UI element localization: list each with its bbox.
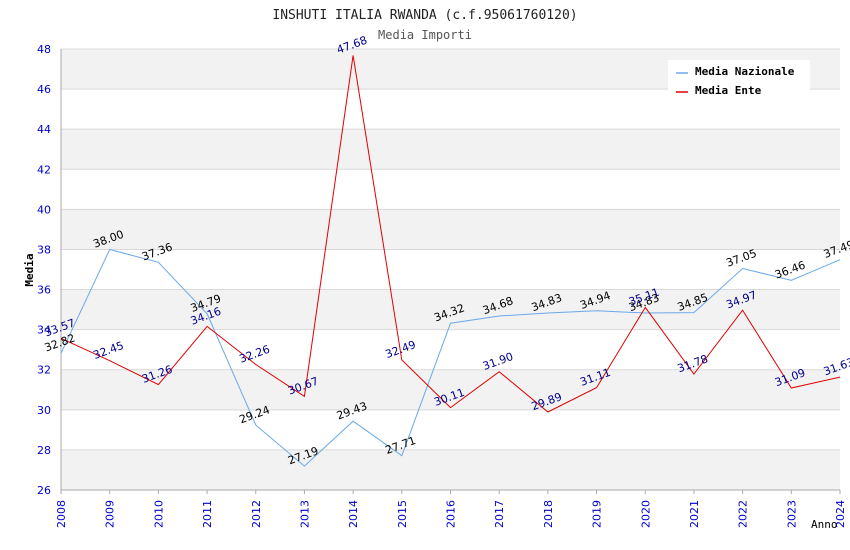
y-tick-labels: 26 28 30 32 34 36 38 40 42 44 46 48: [37, 43, 51, 497]
grid-band: [61, 209, 840, 250]
x-tick-label: 2019: [591, 500, 604, 528]
x-tick-label: 2014: [347, 500, 360, 528]
y-tick-label: 40: [37, 203, 51, 216]
y-tick-label: 34: [37, 324, 51, 337]
x-tick-labels: 2008 2009 2010 2011 2012 2013 2014 2015 2016 2017…: [55, 500, 847, 528]
x-tick-label: 2009: [104, 500, 117, 528]
background-bands: [61, 49, 840, 490]
data-label-media-nazionale: 36.46: [773, 259, 807, 282]
x-tick-label: 2018: [542, 500, 555, 528]
x-tick-label: 2021: [688, 500, 701, 528]
data-label-media-nazionale: 37.05: [724, 247, 758, 270]
x-tick-label: 2012: [250, 500, 263, 528]
x-tick-label: 2010: [152, 500, 165, 528]
y-axis-label: Media: [23, 253, 36, 286]
y-tick-label: 44: [37, 123, 51, 136]
x-tick-label: 2017: [493, 500, 506, 528]
y-tick-label: 28: [37, 444, 51, 457]
data-label-media-ente: 32.45: [91, 339, 125, 362]
x-tick-label: 2013: [298, 500, 311, 528]
series-line-media-nazionale: [60, 248, 841, 467]
chart-title: INSHUTI ITALIA RWANDA (c.f.95061760120): [272, 8, 577, 23]
y-tick-label: 36: [37, 284, 51, 297]
y-tick-label: 26: [37, 484, 51, 497]
data-label-media-ente: 32.49: [384, 338, 418, 361]
grid-band: [61, 449, 840, 490]
x-tick-label: 2015: [396, 500, 409, 528]
legend-box: [668, 60, 810, 101]
x-axis-label: Anno: [811, 518, 838, 531]
series-line-media-ente: [60, 55, 841, 413]
legend-label-media-ente: Media Ente: [695, 84, 762, 97]
x-tick-label: 2011: [201, 500, 214, 528]
y-tick-label: 42: [37, 163, 51, 176]
y-tick-label: 30: [37, 404, 51, 417]
y-tick-label: 32: [37, 364, 51, 377]
data-label-media-ente: 32.26: [238, 343, 272, 366]
series-lines: [60, 55, 841, 467]
y-tick-label: 38: [37, 243, 51, 256]
legend-label-media-nazionale: Media Nazionale: [695, 65, 795, 78]
chart-subtitle: Media Importi: [378, 28, 472, 42]
x-tick-label: 2024: [834, 500, 847, 528]
x-tick-label: 2023: [785, 500, 798, 528]
x-tick-label: 2008: [55, 500, 68, 528]
x-tick-label: 2016: [445, 500, 458, 528]
grid-band: [61, 129, 840, 170]
x-tick-label: 2020: [639, 500, 652, 528]
gridlines: [60, 48, 841, 494]
y-tick-label: 48: [37, 43, 51, 56]
x-tick-label: 2022: [737, 500, 750, 528]
legend: Media Nazionale Media Ente: [668, 60, 810, 101]
grid-band: [61, 369, 840, 410]
y-tick-label: 46: [37, 83, 51, 96]
